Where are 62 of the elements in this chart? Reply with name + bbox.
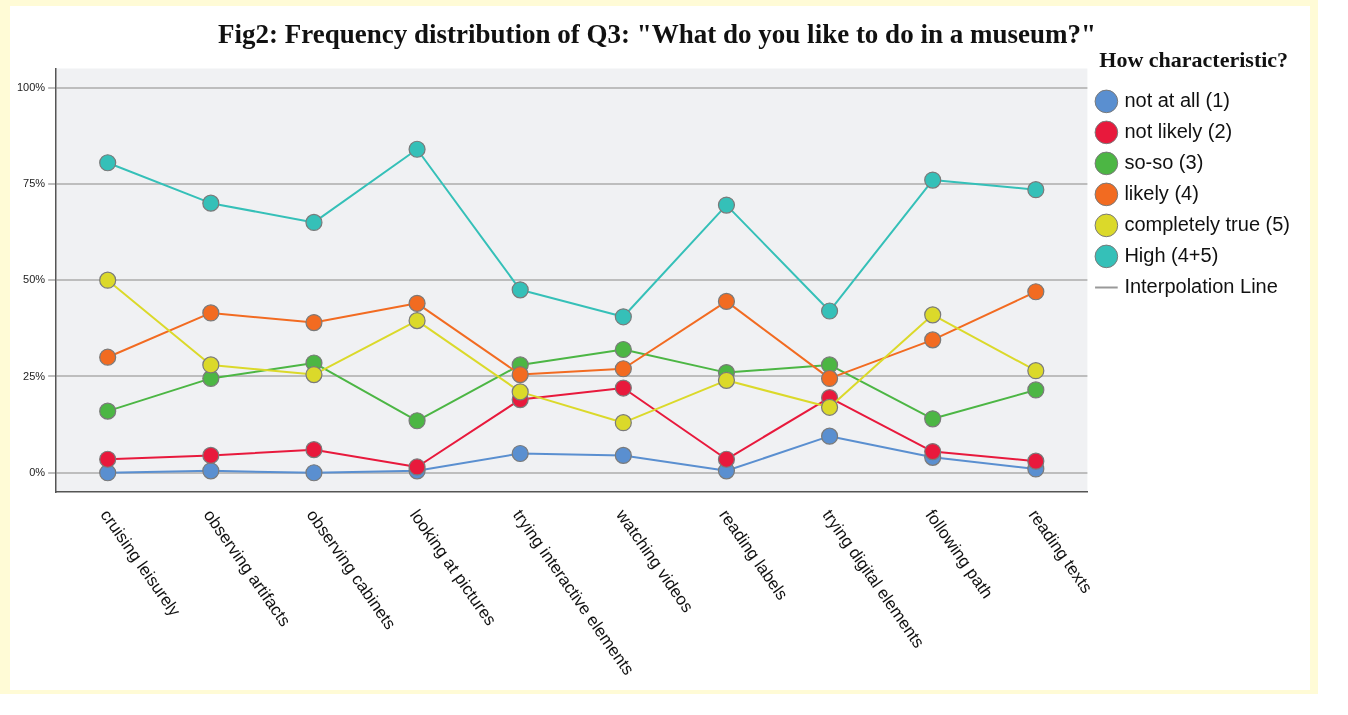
point	[1027, 283, 1045, 301]
point	[614, 308, 632, 326]
point	[614, 340, 632, 359]
y-tick-label: 50%	[23, 273, 46, 286]
point	[511, 444, 529, 463]
point	[717, 450, 736, 468]
legend-label: completely true (5)	[1124, 212, 1291, 235]
y-tick-label: 100%	[16, 80, 46, 93]
point	[614, 414, 632, 432]
point	[1027, 381, 1045, 399]
point	[305, 464, 323, 482]
point	[924, 306, 942, 324]
point	[717, 371, 736, 389]
point	[1027, 181, 1045, 199]
legend-label: High (4+5)	[1124, 243, 1219, 266]
point	[924, 442, 942, 461]
point	[924, 331, 942, 349]
point	[202, 194, 220, 212]
point	[99, 154, 117, 172]
point	[820, 302, 839, 320]
point	[305, 365, 323, 384]
point	[717, 196, 736, 214]
point	[408, 458, 426, 476]
point	[820, 398, 839, 416]
point	[1027, 362, 1045, 380]
point	[1027, 452, 1045, 470]
y-tick-label: 75%	[23, 176, 46, 189]
chart-title: Fig2: Frequency distribution of Q3: "What do you like to do in a museum?"	[218, 19, 1096, 50]
y-tick-label: 25%	[23, 369, 46, 382]
point	[614, 379, 632, 397]
y-tick-label: 0%	[29, 465, 46, 478]
point	[408, 312, 426, 330]
point	[614, 446, 632, 465]
point	[99, 450, 117, 468]
point	[511, 383, 529, 401]
point	[408, 412, 426, 430]
point	[408, 294, 426, 312]
point	[99, 402, 117, 420]
legend-label: so-so (3)	[1124, 150, 1204, 173]
point	[305, 213, 323, 232]
point	[202, 356, 220, 374]
point	[99, 348, 117, 366]
point	[924, 171, 942, 189]
point	[717, 292, 736, 310]
text: Interpolation Line	[1124, 274, 1278, 297]
point	[202, 304, 220, 322]
point	[820, 369, 839, 387]
point	[511, 365, 529, 384]
point	[820, 427, 839, 445]
point	[614, 360, 632, 378]
legend-title: How characteristic?	[1099, 46, 1289, 72]
legend-label: not likely (2)	[1124, 119, 1233, 142]
legend-label: likely (4)	[1124, 181, 1199, 204]
point	[202, 462, 220, 480]
point	[305, 313, 323, 332]
point	[202, 446, 220, 465]
point	[99, 271, 117, 289]
point	[305, 441, 323, 459]
point	[408, 140, 426, 158]
legend-label: not at all (1)	[1124, 88, 1230, 111]
point	[511, 281, 529, 299]
point	[924, 410, 942, 428]
